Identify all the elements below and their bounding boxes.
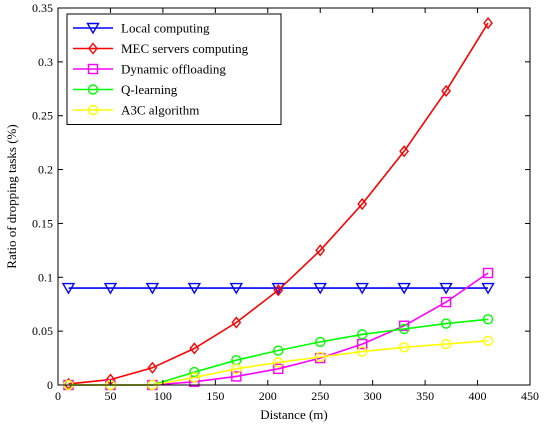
- data-point: [481, 282, 495, 295]
- data-point: [439, 282, 453, 295]
- data-point: [440, 338, 452, 350]
- axes: 0 50 100 150 200 250 300 350 400 450 0 0.05 0.1 0.15 0…: [32, 1, 539, 403]
- data-point: [189, 372, 200, 383]
- legend-marker: [87, 63, 99, 75]
- data-point: [315, 336, 326, 348]
- data-point: [187, 282, 202, 295]
- x-tick-label: 350: [416, 389, 434, 403]
- x-tick-label: 300: [364, 389, 382, 403]
- legend-marker: [86, 22, 100, 35]
- y-tick-label: 0.35: [32, 1, 53, 15]
- data-point: [315, 351, 326, 363]
- data-point: [189, 366, 200, 378]
- data-point: [357, 197, 368, 211]
- data-point: [440, 296, 452, 308]
- data-point: [313, 282, 327, 295]
- data-point: [356, 329, 368, 340]
- x-tick-label: 0: [55, 389, 61, 403]
- y-tick-label: 0.1: [38, 270, 53, 284]
- legend-marker: [87, 104, 99, 116]
- x-tick-label: 450: [521, 389, 539, 403]
- series-0: [61, 282, 495, 295]
- data-point: [440, 318, 452, 329]
- legend-marker: [87, 84, 99, 95]
- legend-entry: A3C algorithm: [73, 103, 199, 118]
- series-line-1: [68, 22, 489, 385]
- data-point: [398, 323, 410, 335]
- data-point: [441, 84, 451, 98]
- x-tick-label: 50: [104, 389, 116, 403]
- data-point: [482, 335, 494, 347]
- x-tick-label: 400: [469, 389, 487, 403]
- y-tick-label: 0.15: [32, 216, 53, 230]
- y-tick-label: 0.3: [38, 55, 53, 69]
- x-tick-label: 100: [154, 389, 172, 403]
- legend-label: Q-learning: [121, 82, 178, 97]
- legend-label: Dynamic offloading: [121, 62, 226, 77]
- y-tick-label: 0.2: [38, 163, 53, 177]
- data-point: [189, 342, 200, 355]
- legend-entry: MEC servers computing: [73, 41, 249, 56]
- data-point: [273, 363, 284, 375]
- legend-entry: Q-learning: [73, 82, 178, 97]
- data-point: [482, 267, 494, 279]
- x-axis-title: Distance (m): [260, 407, 328, 422]
- data-point: [273, 345, 284, 356]
- data-point: [355, 282, 369, 295]
- data-point: [483, 16, 493, 30]
- data-point: [482, 314, 494, 325]
- data-point: [145, 282, 160, 295]
- legend: Local computing MEC servers computing Dyna…: [66, 13, 282, 125]
- y-axis-title: Ratio of dropping tasks (%): [4, 124, 19, 268]
- data-point: [103, 282, 118, 295]
- data-point: [398, 320, 410, 331]
- y-tick-label: 0.25: [32, 109, 53, 123]
- data-point: [231, 316, 242, 329]
- data-point: [231, 363, 242, 375]
- data-point: [397, 282, 411, 295]
- data-point: [229, 282, 244, 295]
- x-tick-label: 150: [206, 389, 224, 403]
- legend-label: Local computing: [121, 21, 210, 36]
- data-point: [273, 357, 284, 368]
- legend-label: MEC servers computing: [121, 41, 249, 56]
- legend-label: A3C algorithm: [121, 103, 199, 118]
- data-point: [356, 346, 368, 357]
- legend-entry: Dynamic offloading: [73, 62, 226, 77]
- data-point: [399, 145, 410, 158]
- legend-entry: Local computing: [73, 21, 210, 36]
- data-point: [273, 284, 284, 297]
- axes-frame: [57, 7, 531, 386]
- data-point: [231, 371, 242, 382]
- x-tick-label: 200: [259, 389, 277, 403]
- data-point: [398, 342, 410, 353]
- data-point: [147, 361, 158, 374]
- legend-marker: [88, 42, 98, 55]
- y-tick-label: 0: [47, 378, 53, 392]
- x-tick-label: 250: [311, 389, 329, 403]
- data-point: [315, 244, 326, 257]
- y-tick-label: 0.05: [32, 324, 53, 338]
- data-point: [61, 282, 76, 295]
